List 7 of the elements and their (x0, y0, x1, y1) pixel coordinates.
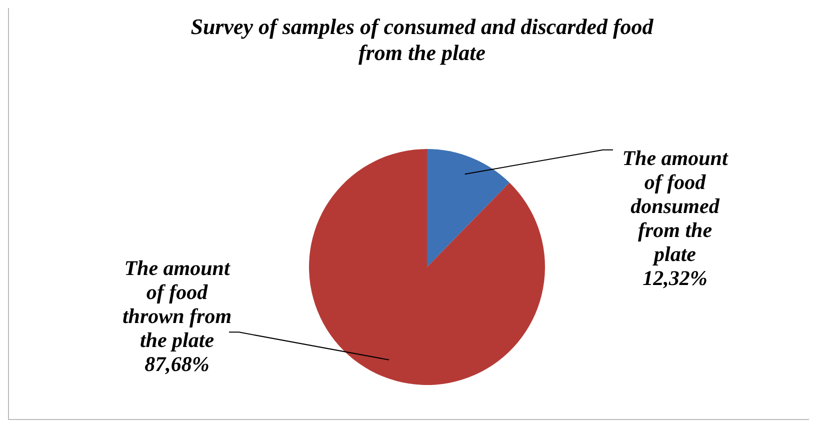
slice-label: The amount of food donsumed from the plate (622, 146, 729, 266)
slice-label: The amount of food thrown from the plate (122, 256, 232, 352)
chart-title: Survey of samples of consumed and discarded food from the plate (190, 14, 654, 65)
pie-slice (427, 149, 510, 267)
data-label: 87,68% (144, 352, 210, 376)
pie-slice (309, 149, 545, 385)
data-label: 12,32% (642, 266, 708, 290)
